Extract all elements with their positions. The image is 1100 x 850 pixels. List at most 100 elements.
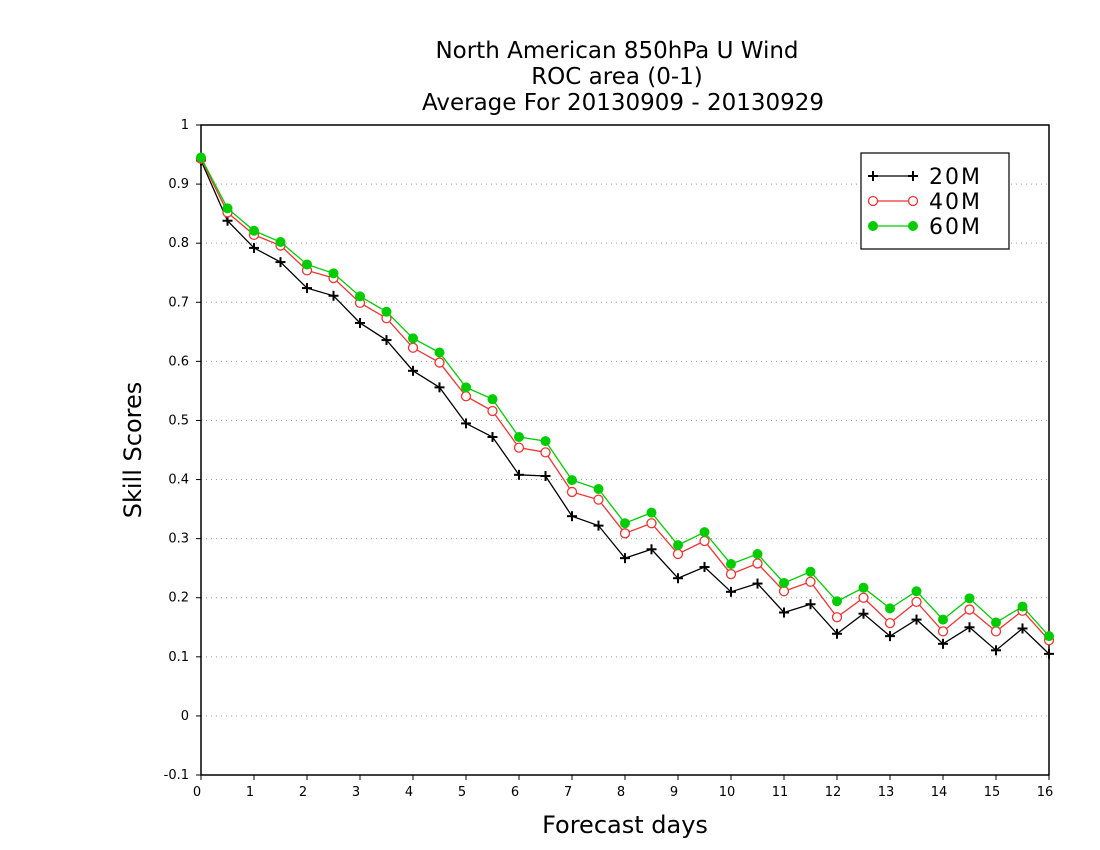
y-tick-label: 1 xyxy=(181,118,189,133)
y-tick-label: -0.1 xyxy=(164,768,189,783)
x-tick-label: 15 xyxy=(984,785,1001,800)
data-point-40m xyxy=(699,535,710,547)
data-point-60m xyxy=(964,593,975,604)
data-point-60m xyxy=(726,559,736,570)
y-axis-ticks: -0.1 0 0.1 0.2 0.3 0.4 0.5 0.6 0.7 0.8 0.9 1 xyxy=(164,118,201,783)
y-axis-label: Skill Scores xyxy=(119,382,147,519)
legend-marker xyxy=(907,195,919,207)
data-point-20m xyxy=(646,544,657,555)
data-point-40m xyxy=(513,442,525,453)
legend-label: 20M xyxy=(929,165,982,190)
data-point-20m xyxy=(328,290,339,301)
chart-title: North American 850hPa U Wind ROC area (0… xyxy=(422,38,824,116)
data-point-40m xyxy=(990,626,1002,637)
legend-item-60m: 60M xyxy=(868,215,980,240)
data-point-60m xyxy=(196,152,206,163)
x-tick-label: 7 xyxy=(564,785,572,800)
data-point-40m xyxy=(619,528,631,539)
data-point-20m xyxy=(275,257,286,268)
data-point-40m xyxy=(805,576,816,587)
data-point-20m xyxy=(620,553,630,564)
data-point-20m xyxy=(779,607,789,618)
data-point-20m xyxy=(567,511,577,522)
data-point-60m xyxy=(885,603,895,614)
data-point-20m xyxy=(408,365,418,376)
x-tick-label: 6 xyxy=(511,785,519,800)
y-tick-label: 0.7 xyxy=(168,295,189,310)
data-point-60m xyxy=(514,432,524,442)
data-point-20m xyxy=(514,469,524,480)
legend-item-20m: 20M xyxy=(868,165,982,190)
data-point-60m xyxy=(858,582,869,593)
data-point-20m xyxy=(991,645,1001,656)
data-point-20m xyxy=(302,283,312,294)
data-point-20m xyxy=(832,628,842,639)
data-point-20m xyxy=(487,432,498,442)
data-point-20m xyxy=(752,578,763,589)
data-point-20m xyxy=(673,573,683,584)
data-point-60m xyxy=(302,259,312,270)
data-point-60m xyxy=(1017,601,1028,612)
data-point-40m xyxy=(566,486,578,498)
data-point-40m xyxy=(434,357,445,368)
title-line-1: North American 850hPa U Wind xyxy=(435,38,798,64)
y-tick-label: 0.3 xyxy=(168,532,189,547)
data-point-20m xyxy=(355,317,365,328)
data-point-60m xyxy=(991,617,1001,628)
data-point-60m xyxy=(249,225,259,236)
plot-frame xyxy=(200,124,1050,776)
data-point-60m xyxy=(355,291,365,302)
title-line-3: Average For 20130909 - 20130929 xyxy=(422,90,824,116)
data-point-60m xyxy=(752,549,763,559)
series-60m xyxy=(196,152,1054,642)
data-point-60m xyxy=(938,614,948,625)
series-layer xyxy=(195,152,1055,659)
legend-marker xyxy=(867,195,879,207)
y-tick-label: 0.5 xyxy=(168,413,189,428)
data-point-40m xyxy=(672,548,684,560)
x-tick-label: 1 xyxy=(246,785,254,800)
data-point-40m xyxy=(964,604,975,615)
data-point-20m xyxy=(461,418,471,429)
data-point-40m xyxy=(858,592,869,603)
data-point-20m xyxy=(249,242,259,253)
data-point-60m xyxy=(222,203,233,214)
data-point-60m xyxy=(911,586,922,597)
x-tick-label: 5 xyxy=(458,785,466,800)
data-point-60m xyxy=(275,237,286,247)
data-point-60m xyxy=(646,507,657,518)
x-tick-label: 3 xyxy=(352,785,360,800)
x-tick-label: 9 xyxy=(670,785,678,800)
data-point-60m xyxy=(540,436,551,447)
data-point-40m xyxy=(831,612,843,623)
data-point-20m xyxy=(699,562,710,572)
data-point-20m xyxy=(381,335,392,346)
data-point-60m xyxy=(620,518,630,529)
data-point-40m xyxy=(593,494,604,505)
x-tick-label: 4 xyxy=(405,785,413,800)
data-point-60m xyxy=(832,596,842,607)
data-point-60m xyxy=(1044,631,1054,642)
data-point-40m xyxy=(778,586,790,597)
data-point-40m xyxy=(911,596,922,608)
y-tick-label: 0 xyxy=(181,709,189,724)
data-point-20m xyxy=(1017,623,1028,634)
data-point-60m xyxy=(381,306,392,317)
series-40m xyxy=(195,153,1055,646)
data-point-40m xyxy=(937,626,949,637)
x-tick-label: 2 xyxy=(299,785,307,800)
x-axis-ticks: 0 1 2 3 4 5 6 7 8 9 10 11 12 13 14 15 16 xyxy=(193,775,1053,800)
data-point-20m xyxy=(434,382,445,393)
data-point-60m xyxy=(487,394,498,405)
x-axis-label: Forecast days xyxy=(542,811,708,839)
data-point-40m xyxy=(646,518,657,529)
grid-lines xyxy=(201,183,1049,717)
data-point-60m xyxy=(779,577,789,588)
y-tick-label: 0.1 xyxy=(168,650,189,665)
data-point-20m xyxy=(885,631,895,642)
data-point-60m xyxy=(699,527,710,538)
data-point-60m xyxy=(328,268,339,279)
data-point-40m xyxy=(487,405,498,417)
data-point-20m xyxy=(858,608,869,619)
